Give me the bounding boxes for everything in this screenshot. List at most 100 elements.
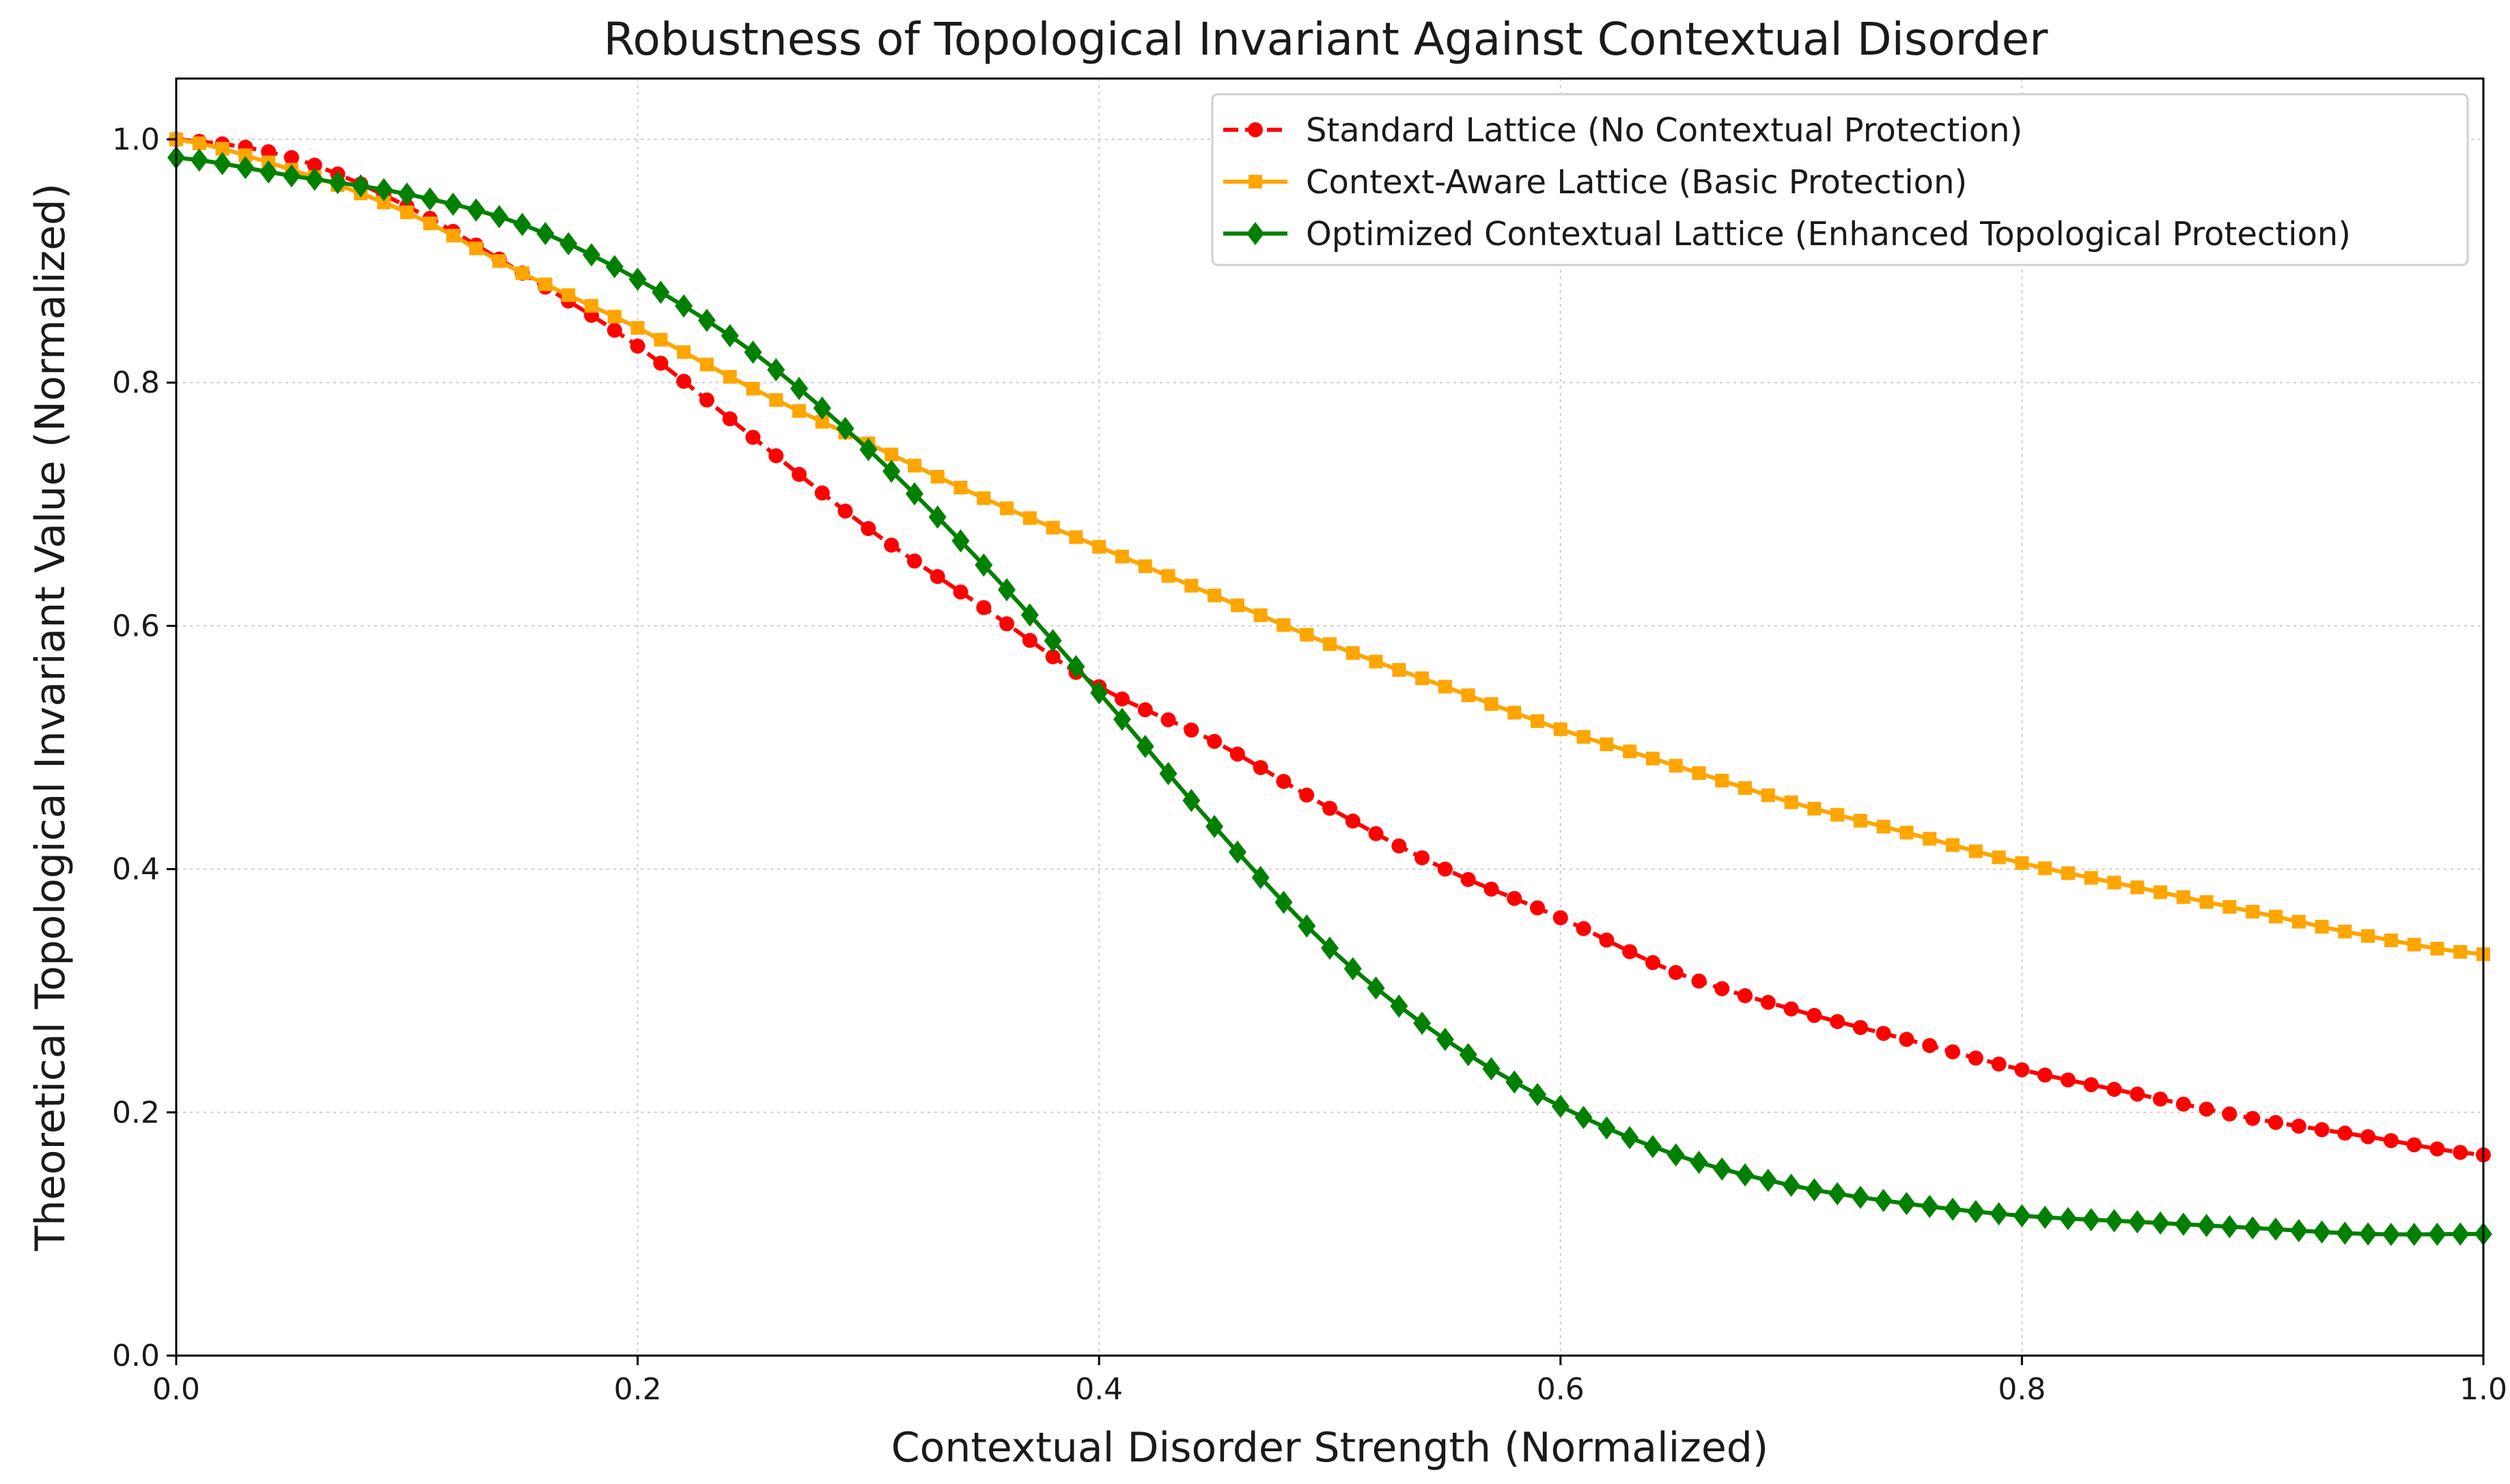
series-marker (1369, 654, 1383, 669)
series-marker (884, 447, 899, 462)
series-marker (2430, 941, 2444, 955)
series-marker (238, 148, 253, 163)
series-marker (1574, 1106, 1593, 1130)
series-marker (2105, 1209, 2123, 1233)
series-marker (1922, 1037, 1938, 1053)
series-marker (1459, 1043, 1477, 1067)
series-marker (2336, 1221, 2354, 1245)
series-marker (721, 324, 739, 348)
series-marker (1253, 759, 1268, 775)
series-marker (2383, 1133, 2399, 1149)
series-marker (814, 485, 830, 501)
data-point (630, 338, 645, 354)
series-marker (1830, 808, 1845, 822)
series-marker (1805, 1178, 1824, 1202)
series-marker (1507, 891, 1522, 906)
series-marker (1137, 702, 1153, 718)
series-marker (260, 160, 278, 184)
series-marker (2382, 1222, 2400, 1246)
series-marker (2291, 914, 2306, 929)
series-marker (2451, 1222, 2470, 1246)
series-marker (1161, 569, 1175, 583)
series-marker (1274, 891, 1293, 914)
data-point (282, 164, 301, 188)
data-point (1207, 733, 1223, 749)
series-marker (236, 156, 255, 180)
series-marker (607, 309, 622, 324)
data-point (744, 340, 762, 364)
y-tick-label: 0.8 (112, 365, 160, 400)
series-marker (605, 255, 624, 279)
series-marker (1851, 1186, 1869, 1209)
series-marker (815, 415, 829, 429)
series-marker (2406, 1137, 2422, 1153)
series-marker (1368, 826, 1384, 841)
series-marker (2084, 871, 2098, 885)
series-marker (1343, 957, 1362, 981)
series-marker (305, 167, 324, 191)
series-marker (1853, 813, 1867, 828)
data-point (1436, 1027, 1454, 1051)
series-marker (490, 205, 508, 229)
series-marker (930, 569, 945, 585)
legend-marker (1248, 122, 1263, 137)
series-marker (1576, 921, 1591, 936)
series-marker (792, 466, 807, 482)
series-marker (352, 174, 370, 198)
series-marker (1114, 691, 1130, 707)
series-marker (699, 357, 714, 372)
data-point (1667, 1143, 1685, 1167)
series-marker (1022, 511, 1037, 525)
legend-label: Context-Aware Lattice (Basic Protection) (1306, 163, 1967, 201)
legend-entry-1: Standard Lattice (No Contextual Protecti… (1223, 111, 2022, 150)
legend-frame (1211, 93, 2469, 266)
y-tick-label: 0.0 (112, 1339, 160, 1373)
series-marker (1298, 914, 1316, 938)
series-marker (446, 229, 460, 243)
series-marker (536, 222, 555, 246)
data-point (398, 182, 416, 206)
series-marker (1415, 671, 1430, 686)
series-marker (1299, 787, 1315, 803)
series-marker (1391, 838, 1407, 854)
series-marker (1531, 714, 1545, 728)
axis-ticks: 0.0 0.2 0.4 0.6 0.8 1.0 0.0 0.2 0.4 0.6 0.8 1.0 (112, 122, 2507, 1407)
data-point (745, 430, 761, 445)
series-marker (1946, 838, 1960, 852)
series-marker (1715, 774, 1729, 788)
series-marker (190, 148, 208, 172)
series-marker (1045, 649, 1061, 664)
series-marker (1529, 1082, 1547, 1106)
data-point (400, 205, 414, 219)
series-marker (2429, 1141, 2445, 1157)
data-point (283, 150, 299, 165)
data-point (1553, 722, 1567, 736)
data-point (975, 553, 993, 577)
data-point (977, 491, 991, 505)
series-marker (1714, 981, 1730, 996)
y-axis-label: Theoretical Topological Invariant Value … (27, 183, 74, 1252)
data-point (1205, 815, 1224, 839)
series-marker (585, 298, 599, 313)
series-marker (653, 355, 669, 371)
series-marker (1067, 655, 1085, 679)
series-marker (906, 553, 922, 569)
series-marker (723, 369, 737, 384)
series-marker (2222, 899, 2237, 914)
series-marker (1643, 1135, 1662, 1159)
series-marker (307, 157, 322, 173)
series-marker (1623, 744, 1637, 759)
series-marker (1874, 1188, 1893, 1212)
series-marker (2199, 895, 2214, 909)
series-marker (1598, 1116, 1616, 1140)
data-point (746, 382, 760, 396)
series-marker (2174, 1212, 2192, 1236)
series-marker (1138, 559, 1152, 574)
data-point (2015, 856, 2029, 870)
series-marker (1345, 646, 1360, 660)
series-marker (836, 417, 854, 440)
legend-label: Standard Lattice (No Contextual Protecti… (1306, 111, 2022, 150)
series-marker (2083, 1077, 2099, 1093)
series-marker (769, 393, 783, 407)
